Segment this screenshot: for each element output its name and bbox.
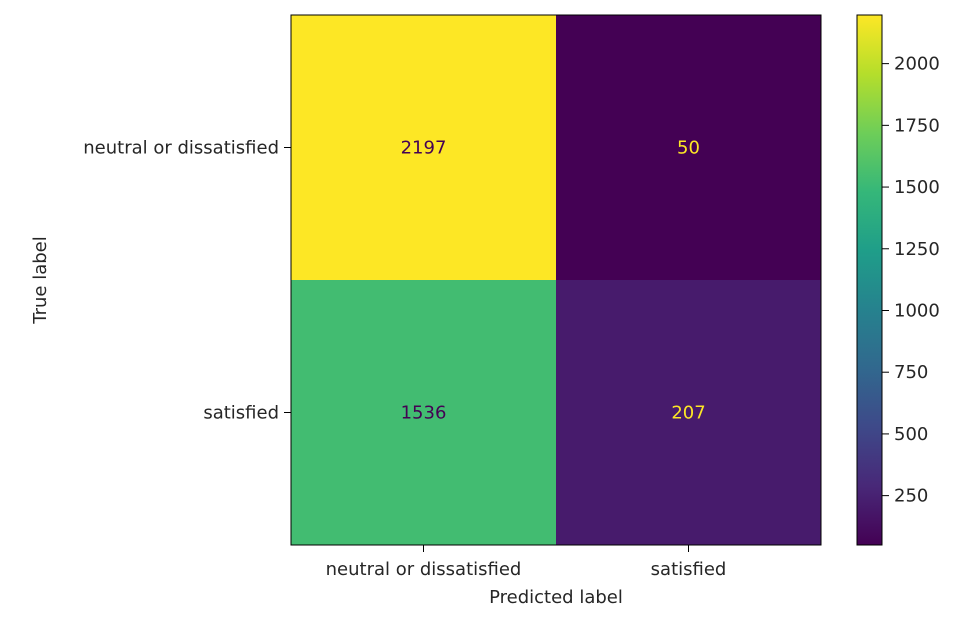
colorbar-tick-label: 500 — [894, 424, 928, 445]
x-tick-label: neutral or dissatisfied — [326, 559, 522, 580]
cell-value-label: 2197 — [401, 138, 447, 159]
y-tick-label: satisfied — [203, 403, 279, 424]
plot-frame — [290, 14, 822, 546]
colorbar-tick-label: 1250 — [894, 239, 940, 260]
colorbar-tick-label: 1000 — [894, 300, 940, 321]
x-axis-label: Predicted label — [489, 587, 623, 608]
matrix-cell — [556, 15, 821, 280]
matrix-cell — [556, 280, 821, 545]
matrix-cells: 2197 50 1536 207 — [291, 15, 821, 545]
y-tick-label: neutral or dissatisfied — [83, 138, 279, 159]
colorbar-tick-label: 250 — [894, 486, 928, 507]
colorbar-frame — [856, 14, 883, 546]
colorbar-ticks: 250 500 750 1000 1250 1500 1750 2000 — [882, 54, 940, 507]
cell-value-label: 50 — [677, 138, 700, 159]
colorbar-tick-label: 2000 — [894, 54, 940, 75]
x-tick-label: satisfied — [651, 559, 727, 580]
y-axis-label: True label — [30, 236, 51, 325]
x-axis-ticks: neutral or dissatisfied satisfied — [326, 545, 727, 580]
cell-value-label: 207 — [671, 403, 705, 424]
colorbar-tick-label: 750 — [894, 362, 928, 383]
colorbar-tick-label: 1750 — [894, 115, 940, 136]
cell-value-label: 1536 — [401, 403, 447, 424]
y-axis-ticks: neutral or dissatisfied satisfied — [83, 138, 291, 424]
colorbar-tick-label: 1500 — [894, 177, 940, 198]
matrix-cell — [291, 15, 556, 280]
matrix-cell — [291, 280, 556, 545]
colorbar — [857, 15, 882, 545]
